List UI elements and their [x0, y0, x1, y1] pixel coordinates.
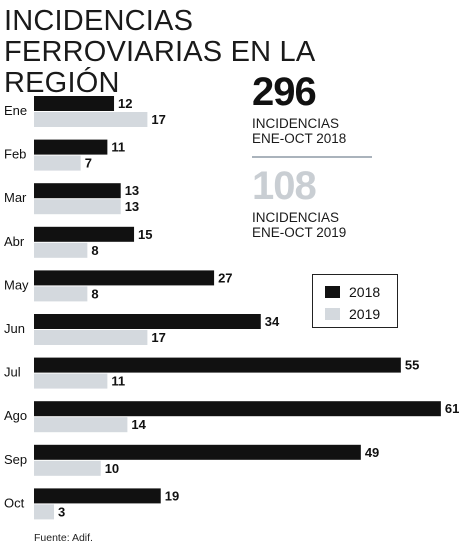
bar-2018-jun — [34, 314, 261, 329]
total-2019-period: ENE-OCT 2019 — [252, 225, 347, 240]
month-label-abr: Abr — [4, 234, 25, 249]
bar-2019-ene — [34, 112, 148, 127]
value-label-2018-mar: 13 — [125, 183, 139, 198]
value-label-2018-sep: 49 — [365, 445, 379, 460]
month-label-sep: Sep — [4, 452, 27, 467]
legend-swatch-2018 — [325, 286, 340, 298]
value-label-2019-oct: 3 — [58, 504, 65, 519]
legend-item-2018: 2018 — [325, 283, 380, 301]
value-label-2019-feb: 7 — [85, 156, 92, 171]
total-2019-value: 108 — [252, 164, 317, 208]
value-label-2019-may: 8 — [91, 286, 98, 301]
value-label-2019-ene: 17 — [151, 112, 165, 127]
bar-2018-ago — [34, 401, 441, 417]
bar-2018-mar — [34, 183, 121, 199]
bar-2019-ago — [34, 417, 128, 433]
legend-item-2019: 2019 — [325, 305, 380, 323]
chart-title: INCIDENCIAS FERROVIARIAS EN LA REGIÓN — [4, 5, 314, 99]
month-label-jun: Jun — [4, 321, 25, 336]
month-label-may: May — [4, 277, 29, 292]
bar-2019-feb — [34, 155, 81, 171]
month-label-mar: Mar — [4, 190, 27, 205]
value-label-2019-abr: 8 — [91, 243, 98, 258]
value-label-2018-may: 27 — [218, 270, 232, 285]
bar-2019-jul — [34, 373, 108, 389]
value-label-2018-ago: 61 — [445, 401, 459, 416]
total-2018-period: ENE-OCT 2018 — [252, 131, 347, 146]
bar-2018-oct — [34, 488, 161, 504]
value-label-2019-jul: 11 — [111, 374, 125, 389]
month-label-oct: Oct — [4, 495, 25, 510]
value-label-2018-jul: 55 — [405, 358, 419, 373]
bar-2018-ene — [34, 96, 115, 111]
value-label-2018-feb: 11 — [111, 140, 125, 155]
month-label-ago: Ago — [4, 408, 27, 423]
month-label-ene: Ene — [4, 103, 27, 118]
bar-2019-jun — [34, 330, 148, 345]
total-2018-value: 296 — [252, 70, 317, 114]
value-label-2019-ago: 14 — [131, 417, 146, 432]
bar-2019-abr — [34, 242, 88, 258]
total-2018-label: INCIDENCIAS — [252, 116, 340, 131]
value-label-2018-jun: 34 — [265, 314, 280, 329]
bar-2019-oct — [34, 504, 55, 520]
bar-2018-may — [34, 270, 215, 286]
value-label-2019-sep: 10 — [105, 461, 119, 476]
value-label-2018-abr: 15 — [138, 227, 152, 242]
legend-swatch-2019 — [325, 308, 340, 320]
month-label-feb: Feb — [4, 147, 26, 162]
value-label-2019-jun: 17 — [151, 330, 165, 345]
stats-divider — [252, 156, 372, 158]
bar-2018-feb — [34, 139, 108, 155]
chart-legend: 2018 2019 — [312, 274, 398, 328]
bar-2018-abr — [34, 226, 135, 242]
value-label-2019-mar: 13 — [125, 199, 139, 214]
bar-2019-sep — [34, 460, 101, 476]
bar-2019-may — [34, 286, 88, 302]
legend-label-2019: 2019 — [349, 306, 381, 322]
total-2019-label: INCIDENCIAS — [252, 210, 340, 225]
month-label-jul: Jul — [4, 365, 21, 380]
legend-label-2018: 2018 — [349, 284, 381, 300]
bar-2019-mar — [34, 199, 121, 215]
bar-2018-jul — [34, 357, 401, 373]
bar-2018-sep — [34, 444, 361, 460]
value-label-2018-ene: 12 — [118, 96, 132, 111]
value-label-2018-oct: 19 — [165, 488, 179, 503]
source-note: Fuente: Adif. — [34, 532, 93, 544]
